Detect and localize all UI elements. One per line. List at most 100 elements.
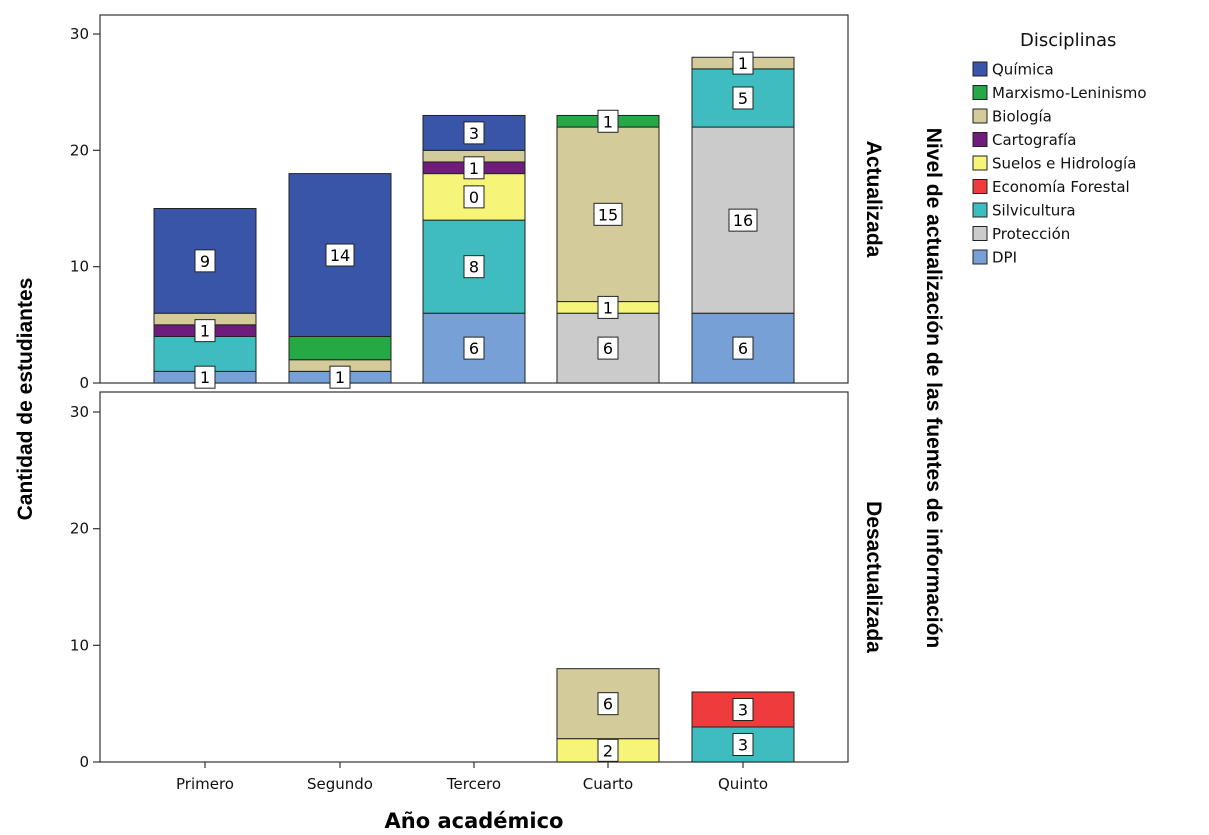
data-label-box [194,319,216,343]
data-label-actualizada-cuarto-suelos-e-hidrologia: 1 [597,295,619,319]
data-label-actualizada-cuarto-biologia: 15 [593,202,623,226]
data-label-desactualizada-cuarto-suelos-e-hidrologia: 2 [597,738,619,762]
y-tick-label: 20 [70,520,89,538]
legend-label: Suelos e Hidrología [992,155,1136,173]
data-label-text: 1 [469,159,479,178]
bar-actualizada-primero-silvicultura [153,335,257,372]
data-label-actualizada-quinto-proteccion: 16 [728,208,758,232]
y-tick-label: 10 [70,258,89,276]
legend-label: Marxismo-Leninismo [992,84,1147,102]
x-tick-label-tercero: Tercero [446,775,501,793]
legend-item-silvicultura: Silvicultura [972,202,1076,220]
legend-swatch [972,108,988,124]
legend-item-dpi: DPI [972,249,1017,267]
data-label-box [597,295,619,319]
data-label-text: 6 [603,339,613,358]
legend-swatch [972,132,988,147]
legend-swatch [972,249,988,265]
y-tick-label: 0 [79,753,89,771]
x-axis-title: Año académico [385,809,564,833]
data-label-box [463,255,485,279]
data-label-text: 1 [738,54,748,73]
data-label-desactualizada-cuarto-biologia: 6 [597,692,619,716]
legend-label: Biología [992,108,1052,126]
legend-item-cartografia: Cartografía [972,131,1076,149]
legend: Disciplinas Química Marxismo-Leninismo Bio… [972,30,1147,267]
data-label-actualizada-primero-dpi: 1 [194,365,216,389]
legend-label: Protección [992,225,1070,243]
data-label-box [597,692,619,716]
x-tick-label-cuarto: Cuarto [583,775,633,793]
data-label-actualizada-segundo-dpi: 1 [329,365,351,389]
data-label-text: 2 [603,741,613,760]
legend-item-quimica: Química [972,61,1054,79]
data-label-actualizada-tercero-cartografia: 1 [463,156,485,180]
data-label-box [325,243,355,267]
data-label-box [194,249,216,273]
data-label-box [463,121,485,145]
data-label-desactualizada-quinto-economia-forestal: 3 [732,698,754,722]
data-label-box [597,336,619,360]
y-tick-label: 0 [79,374,89,392]
data-label-actualizada-segundo-quimica: 14 [325,243,355,267]
data-label-text: 16 [733,211,753,230]
data-label-text: 15 [598,205,618,224]
data-label-actualizada-cuarto-marxismo-leninismo: 1 [597,109,619,133]
legend-item-biologia: Biología [972,108,1052,126]
data-label-text: 6 [469,339,479,358]
data-label-text: 3 [469,124,479,143]
data-label-box [194,365,216,389]
data-label-text: 1 [200,322,210,341]
legend-label: Química [992,61,1054,79]
legend-swatch [972,85,988,100]
data-label-box [329,365,351,389]
data-label-actualizada-primero-quimica: 9 [194,249,216,273]
data-label-text: 3 [738,701,748,720]
legend-swatch [972,61,988,77]
data-label-text: 14 [330,246,350,265]
legend-item-marxismo-leninismo: Marxismo-Leninismo [972,84,1147,102]
data-label-text: 1 [603,112,613,131]
data-label-box [732,336,754,360]
data-label-box [732,698,754,722]
data-label-text: 8 [469,258,479,277]
data-label-text: 3 [738,736,748,755]
data-label-desactualizada-quinto-silvicultura: 3 [732,733,754,757]
data-label-actualizada-tercero-dpi: 6 [463,336,485,360]
x-tick-label-segundo: Segundo [307,775,373,793]
panel-title-desactualizada: Desactualizada [862,501,885,653]
data-label-box [732,733,754,757]
bar-actualizada-segundo-marxismo-leninismo [288,335,392,361]
legend-swatch [972,226,988,241]
x-tick-label-quinto: Quinto [718,775,768,793]
data-label-actualizada-tercero-suelos-e-hidrologia: 0 [463,185,485,209]
y-tick-label: 30 [70,25,89,43]
legend-label: DPI [992,249,1017,267]
data-label-box [463,336,485,360]
data-label-text: 5 [738,89,748,108]
data-label-box [732,51,754,75]
data-label-box [593,202,623,226]
axes-layer: Actualizada0102030Desactualizada0102030P… [70,25,885,793]
y-tick-label: 20 [70,141,89,159]
facet-title: Nivel de actualización de las fuentes de… [922,128,945,648]
y-tick-label: 10 [70,636,89,654]
legend-swatch [972,202,988,218]
y-tick-label: 30 [70,403,89,421]
data-label-actualizada-quinto-dpi: 6 [732,336,754,360]
legend-item-proteccion: Protección [972,225,1070,243]
data-label-actualizada-tercero-quimica: 3 [463,121,485,145]
data-label-box [463,185,485,209]
data-label-text: 1 [603,298,613,317]
legend-swatch [972,155,988,171]
data-label-actualizada-quinto-silvicultura: 5 [732,86,754,110]
data-label-box [732,86,754,110]
legend-label: Economía Forestal [992,178,1130,196]
data-label-actualizada-quinto-biologia: 1 [732,51,754,75]
data-label-actualizada-cuarto-proteccion: 6 [597,336,619,360]
legend-swatch [972,179,988,194]
data-label-text: 6 [738,339,748,358]
legend-label: Silvicultura [992,202,1076,220]
